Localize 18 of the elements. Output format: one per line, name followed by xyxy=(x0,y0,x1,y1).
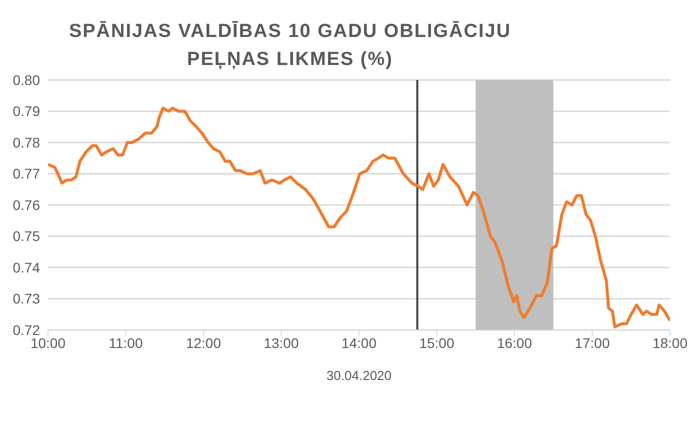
x-tick-label: 11:00 xyxy=(108,334,143,351)
x-tick-label: 14:00 xyxy=(341,334,377,351)
y-tick-label: 0.75 xyxy=(12,228,40,244)
x-tick-label: 18:00 xyxy=(652,334,688,351)
x-tick-label: 16:00 xyxy=(496,334,532,351)
chart-title: SPĀNIJAS VALDĪBAS 10 GADU OBLIGĀCIJU PEĻŅAS LIKMES (%) xyxy=(68,20,512,72)
y-tick-label: 0.73 xyxy=(12,290,40,307)
x-tick-label: 12:00 xyxy=(186,334,222,351)
y-tick-label: 0.79 xyxy=(12,103,40,120)
y-tick-label: 0.78 xyxy=(12,134,40,150)
y-tick-label: 0.80 xyxy=(12,72,40,88)
x-tick-label: 15:00 xyxy=(419,334,454,351)
x-tick-label: 13:00 xyxy=(264,334,299,351)
y-tick-label: 0.76 xyxy=(12,196,40,213)
y-tick-label: 0.74 xyxy=(12,259,40,276)
x-axis-title: 30.04.2020 xyxy=(326,368,392,383)
x-tick-label: 17:00 xyxy=(574,334,610,351)
y-tick-label: 0.77 xyxy=(12,166,40,182)
